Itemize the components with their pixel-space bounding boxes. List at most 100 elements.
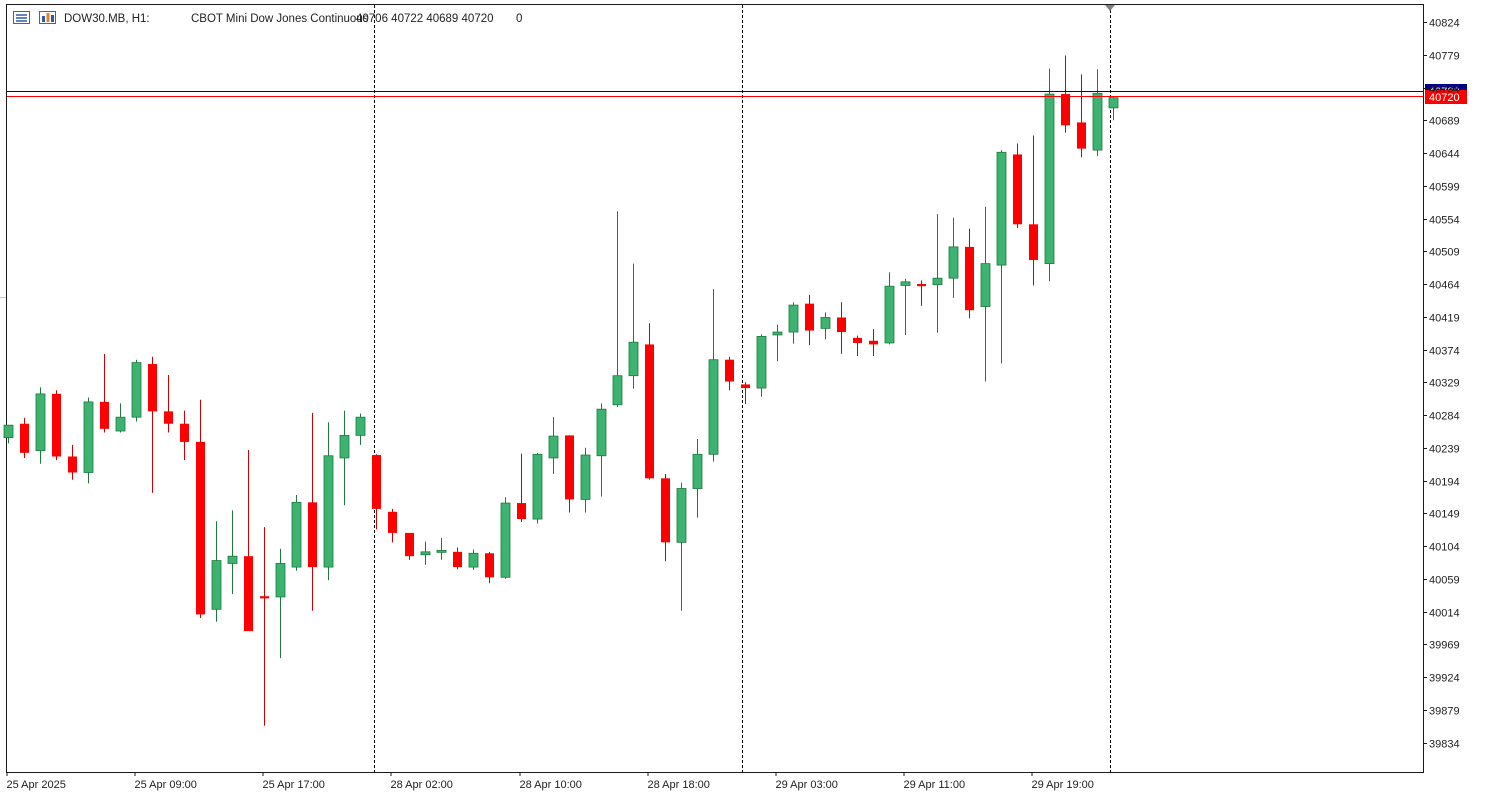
candle: [932, 214, 943, 333]
price-tick-label: 40599: [1429, 182, 1460, 194]
candle-body: [772, 331, 783, 336]
candle-body: [1044, 93, 1055, 265]
price-tick-label: 39924: [1429, 673, 1460, 685]
candle-body: [131, 362, 142, 418]
price-tick-label: 40509: [1429, 247, 1460, 259]
candle: [453, 547, 462, 570]
candle-body: [708, 359, 719, 455]
candle-body: [420, 551, 431, 556]
candle: [35, 387, 46, 464]
candle-body: [965, 246, 974, 311]
current-bar-marker-icon: [1105, 5, 1115, 11]
candle: [420, 541, 431, 565]
candle: [1108, 96, 1119, 121]
candle-body: [52, 393, 61, 457]
candle: [596, 403, 607, 497]
candle: [900, 278, 911, 335]
chart-symbol: DOW30.MB, H1:: [64, 13, 150, 25]
candle: [148, 356, 157, 493]
candle-body: [308, 502, 317, 568]
price-tick-label: 40374: [1429, 346, 1460, 358]
price-tick-label: 40779: [1429, 51, 1460, 63]
candle-body: [869, 340, 878, 345]
chart-ohlc: 40706 40722 40689 40720: [356, 13, 494, 25]
candle: [180, 410, 189, 461]
candle: [805, 294, 814, 346]
candle-body: [820, 317, 831, 329]
candle-body: [275, 563, 286, 598]
candle-body: [645, 344, 654, 479]
time-tick-label: 28 Apr 10:00: [520, 779, 582, 791]
candle-body: [388, 511, 397, 533]
candle-body: [115, 416, 126, 432]
candle-body: [612, 375, 623, 406]
candle-body: [355, 416, 366, 436]
candle-body: [692, 453, 703, 489]
candle-body: [853, 337, 862, 343]
price-tick-label: 39969: [1429, 640, 1460, 652]
candle: [115, 403, 126, 433]
chart-window-icon[interactable]: [39, 11, 56, 24]
time-tick-label: 28 Apr 02:00: [391, 779, 453, 791]
candle-body: [3, 424, 14, 438]
candle-body: [788, 304, 799, 333]
candle: [1092, 69, 1103, 156]
candle: [788, 302, 799, 344]
candle: [227, 510, 238, 595]
candle-body: [260, 596, 269, 599]
candle: [996, 150, 1007, 364]
candle-body: [805, 303, 814, 331]
candle: [548, 417, 559, 474]
candle-body: [227, 555, 238, 564]
price-tick-label: 39834: [1429, 739, 1460, 751]
candle: [853, 335, 862, 357]
candle-body: [725, 359, 734, 382]
candle-body: [676, 488, 687, 543]
candle: [308, 412, 317, 611]
candle-body: [900, 281, 911, 286]
candle: [741, 382, 750, 405]
candle-body: [1077, 122, 1086, 149]
price-tick-label: 40689: [1429, 116, 1460, 128]
time-tick-label: 29 Apr 11:00: [904, 779, 966, 791]
candle: [100, 353, 109, 433]
candle-body: [741, 384, 750, 389]
candle-body: [291, 501, 302, 568]
candle-body: [468, 552, 479, 568]
candle-body: [996, 151, 1007, 266]
price-tick-label: 40329: [1429, 378, 1460, 390]
symbol-list-icon[interactable]: [13, 11, 30, 24]
candle: [196, 399, 205, 619]
candle-body: [436, 549, 447, 553]
candle-body: [548, 435, 559, 459]
candle-body: [932, 277, 943, 286]
time-tick-label: 25 Apr 09:00: [135, 779, 197, 791]
candle-body: [884, 285, 895, 344]
candle: [436, 537, 447, 560]
price-tick-label: 40104: [1429, 542, 1460, 554]
candle: [468, 549, 479, 571]
price-tick-label: 40014: [1429, 608, 1460, 620]
candle: [3, 424, 14, 444]
candle: [532, 452, 543, 524]
price-tick-label: 40419: [1429, 313, 1460, 325]
candle-body: [837, 317, 846, 333]
candle-body: [211, 560, 222, 610]
chart-description: CBOT Mini Dow Jones Continuous: [191, 13, 369, 25]
candle-body: [661, 478, 670, 543]
candle: [725, 356, 734, 391]
price-tick-label: 40554: [1429, 215, 1460, 227]
candle: [372, 454, 381, 530]
price-lines: 4072040720: [7, 84, 1467, 104]
candle-body: [453, 551, 462, 568]
chart-volume: 0: [516, 13, 522, 25]
candle-body: [756, 335, 767, 389]
candle: [628, 263, 639, 389]
session-separators: [374, 5, 1111, 772]
candle: [388, 508, 397, 543]
price-axis[interactable]: 40824 40779 40734 40689 40644 40599 40554 40509…: [1423, 18, 1460, 751]
candle: [612, 211, 623, 407]
candle: [676, 482, 687, 611]
time-axis[interactable]: 25 Apr 2025 25 Apr 09:00 25 Apr 17:00 28 Ap…: [6, 772, 1094, 791]
